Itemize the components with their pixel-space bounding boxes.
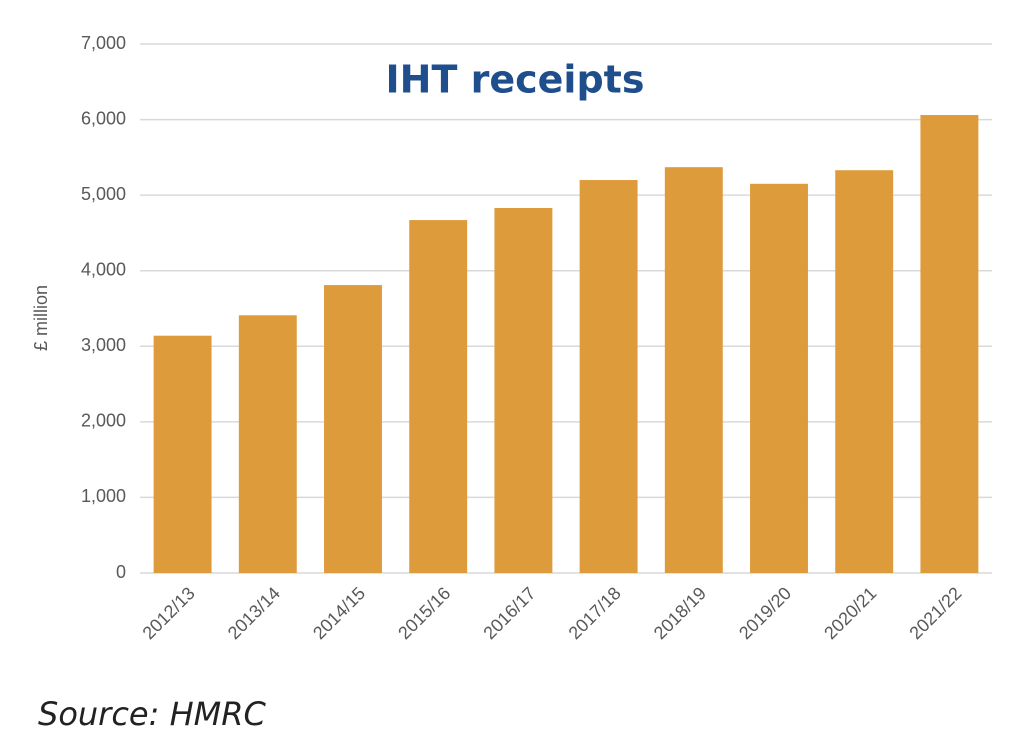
bar bbox=[153, 335, 212, 573]
y-tick-label: 0 bbox=[116, 562, 126, 582]
x-tick-label: 2012/13 bbox=[139, 583, 199, 643]
y-tick-label: 5,000 bbox=[81, 184, 126, 204]
y-tick-label: 6,000 bbox=[81, 108, 126, 128]
bar bbox=[324, 285, 382, 573]
x-tick-label: 2018/19 bbox=[650, 583, 710, 643]
bar bbox=[664, 167, 723, 573]
chart-title: IHT receipts bbox=[386, 58, 645, 102]
bar bbox=[835, 170, 894, 573]
bar bbox=[494, 207, 553, 574]
x-tick-label: 2021/22 bbox=[905, 583, 965, 643]
y-tick-label: 4,000 bbox=[81, 259, 126, 279]
y-tick-label: 1,000 bbox=[81, 486, 126, 506]
bar bbox=[409, 220, 468, 573]
bar bbox=[579, 180, 638, 573]
source: Source: HMRC bbox=[38, 695, 266, 733]
bar bbox=[920, 115, 979, 573]
x-tick-label: 2016/17 bbox=[479, 583, 539, 643]
y-tick-label: 2,000 bbox=[81, 411, 126, 431]
x-tick-label: 2015/16 bbox=[394, 583, 454, 643]
x-tick-label: 2017/18 bbox=[565, 583, 625, 643]
y-axis-label: £ million bbox=[31, 285, 51, 351]
x-tick-label: 2019/20 bbox=[735, 583, 795, 643]
bar bbox=[750, 183, 808, 574]
x-tick-label: 2013/14 bbox=[224, 583, 284, 643]
x-tick-label: 2014/15 bbox=[309, 583, 369, 643]
bar bbox=[238, 315, 297, 573]
x-tick-label: 2020/21 bbox=[820, 583, 880, 643]
y-tick-label: 7,000 bbox=[81, 33, 126, 53]
y-tick-label: 3,000 bbox=[81, 335, 126, 355]
